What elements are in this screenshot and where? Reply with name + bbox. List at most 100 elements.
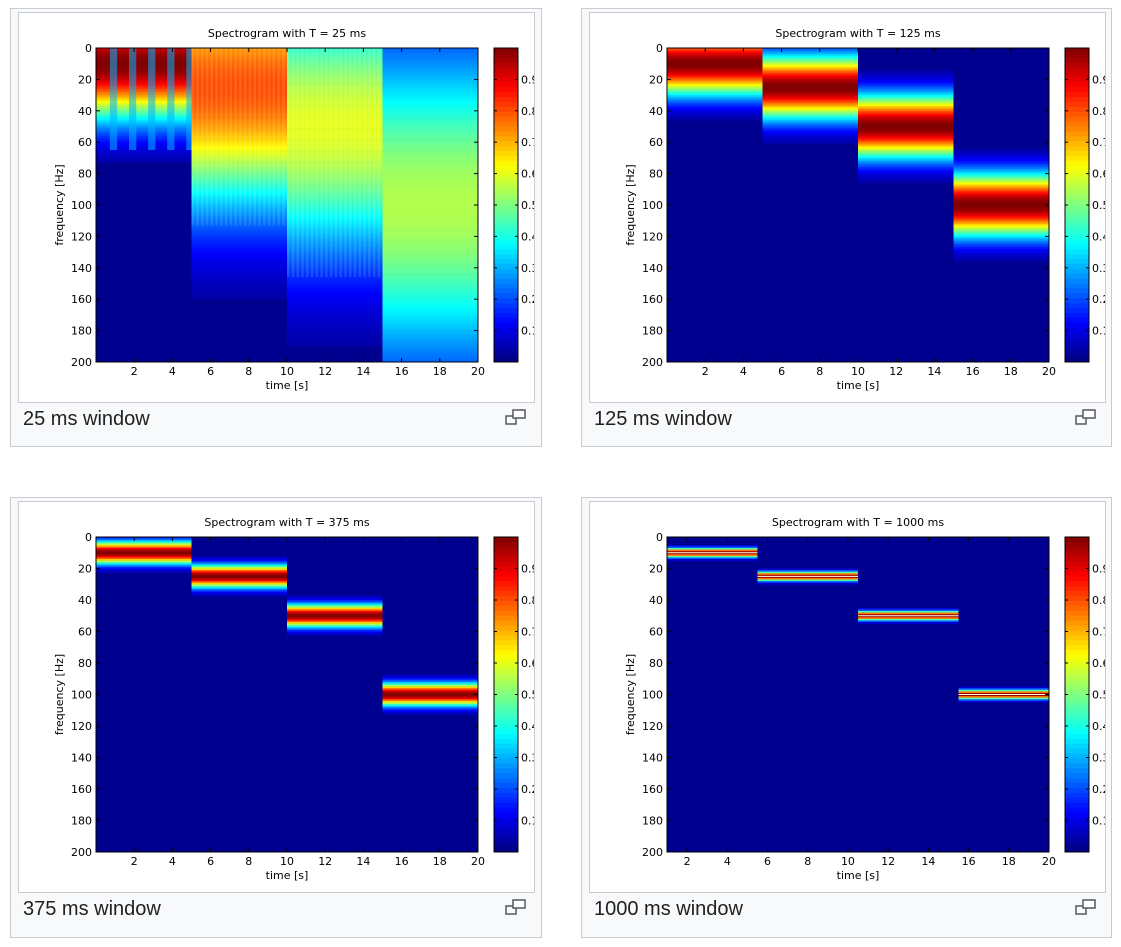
heatmap-cell: [382, 288, 478, 291]
heatmap-cell: [96, 562, 192, 565]
heatmap-cell: [287, 601, 383, 604]
heatmap-cell: [858, 91, 954, 94]
heatmap-stripe: [129, 48, 137, 151]
heatmap-cell: [953, 150, 1049, 152]
heatmap-cell: [953, 219, 1049, 221]
heatmap-cell: [382, 349, 478, 352]
heatmap-cell: [858, 132, 954, 135]
magnify-icon[interactable]: [1075, 898, 1097, 916]
colorbar-cell: [494, 62, 518, 69]
thumbnail-125ms: Spectrogram with T = 125 ms 2 4 6 8 10 12 14 16 1…: [581, 8, 1112, 447]
heatmap-cell: [382, 677, 478, 680]
heatmap-cell: [667, 546, 758, 549]
heatmap-cell: [382, 146, 478, 149]
colorbar-cell: [494, 165, 518, 172]
colorbar-cell: [1065, 783, 1089, 789]
heatmap-cell: [287, 106, 383, 108]
heatmap-cell: [96, 150, 192, 152]
colorbar-1000ms: 0.1 0.2 0.3 0.4 0.5 0.6 0.7 0.8 0.9: [1064, 536, 1105, 853]
colorbar-cell: [494, 674, 518, 681]
colorbar-cell: [494, 605, 518, 612]
heatmap-cell: [287, 230, 383, 232]
heatmap-cell: [958, 696, 1049, 698]
heatmap-cell: [287, 121, 383, 124]
heatmap-cell: [287, 611, 383, 613]
colorbar-cell: [494, 224, 518, 231]
heatmap-cell: [757, 574, 858, 577]
colorbar-cell: [494, 288, 518, 294]
heatmap-cell: [667, 54, 763, 57]
heatmap-cell: [287, 208, 383, 211]
heatmap-cell: [382, 252, 478, 254]
heatmap-cell: [858, 607, 959, 610]
y-tick-label: 120: [71, 720, 92, 733]
heatmap-cell: [96, 156, 192, 159]
heatmap-cell: [287, 54, 383, 57]
heatmap-cell: [191, 264, 287, 267]
y-tick-label: 180: [642, 325, 663, 338]
colorbar-cell: [1065, 337, 1089, 343]
heatmap-cell: [382, 303, 478, 306]
magnify-icon[interactable]: [505, 898, 527, 916]
heatmap-cell: [96, 154, 192, 157]
heatmap-cell: [382, 222, 478, 225]
heatmap-cell: [287, 51, 383, 54]
colorbar-cell: [494, 827, 518, 833]
heatmap-cell: [858, 80, 954, 83]
heatmap-cell: [382, 275, 478, 278]
colorbar-tick-label: 0.9: [1092, 73, 1105, 86]
heatmap-cell: [191, 201, 287, 204]
spectrogram-image-125ms[interactable]: Spectrogram with T = 125 ms 2 4 6 8 10 12 14 16 1…: [589, 12, 1106, 403]
heatmap-cell: [96, 555, 192, 558]
y-tick-label: 20: [78, 563, 92, 576]
colorbar-cell: [494, 694, 518, 700]
heatmap-cell: [287, 234, 383, 237]
heatmap-cell: [762, 107, 858, 110]
colorbar-cell: [1065, 832, 1089, 838]
heatmap-cell: [667, 52, 763, 55]
heatmap-cell: [287, 283, 383, 286]
heatmap-cell: [382, 123, 478, 126]
heatmap-cell: [762, 102, 858, 105]
heatmap-cell: [191, 212, 287, 215]
colorbar-cell: [494, 596, 518, 602]
spectrogram-image-1000ms[interactable]: Spectrogram with T = 1000 ms 2 4 6 8 10 12 14 16…: [589, 501, 1106, 893]
heatmap-cell: [382, 62, 478, 64]
magnify-icon[interactable]: [505, 408, 527, 426]
spectrogram-image-375ms[interactable]: Spectrogram with T = 375 ms 2 4 6 8 10 12 14 16 1…: [18, 501, 535, 893]
magnify-icon[interactable]: [1075, 408, 1097, 426]
heatmap-cell: [762, 115, 858, 118]
heatmap-cell: [191, 217, 287, 220]
heatmap-cell: [191, 237, 287, 240]
heatmap-cell: [287, 165, 383, 168]
heatmap-cell: [382, 153, 478, 156]
heatmap-cell: [953, 242, 1049, 245]
colorbar-cell: [1065, 635, 1089, 641]
heatmap-cell: [382, 711, 478, 714]
colorbar-cell: [1065, 258, 1089, 265]
heatmap-cell: [953, 212, 1049, 215]
heatmap-cell: [96, 128, 192, 130]
colorbar-cell: [1065, 719, 1089, 725]
heatmap-cell: [858, 112, 954, 115]
colorbar-cell: [494, 537, 518, 543]
heatmap-cell: [858, 98, 954, 101]
x-tick-label: 12: [318, 855, 332, 868]
heatmap-cell: [191, 568, 287, 571]
heatmap-cell: [287, 63, 383, 66]
colorbar-cell: [494, 551, 518, 558]
y-tick-label: 100: [71, 689, 92, 702]
heatmap-cell: [382, 336, 478, 339]
colorbar-cell: [1065, 709, 1089, 715]
heatmap-cell: [287, 288, 383, 291]
heatmap-cell: [762, 73, 858, 75]
heatmap-cell: [762, 79, 858, 82]
heatmap-cell: [96, 544, 192, 547]
heatmap-cell: [287, 332, 383, 335]
spectrogram-image-25ms[interactable]: Spectrogram with T = 25 ms 2 4 6 8 10 12 14 16 18…: [18, 12, 535, 403]
colorbar-cell: [1065, 303, 1089, 309]
x-tick-label: 10: [280, 365, 294, 378]
heatmap-cell: [96, 69, 192, 72]
caption-125ms: 125 ms window: [594, 408, 732, 430]
colorbar-cell: [1065, 546, 1089, 553]
